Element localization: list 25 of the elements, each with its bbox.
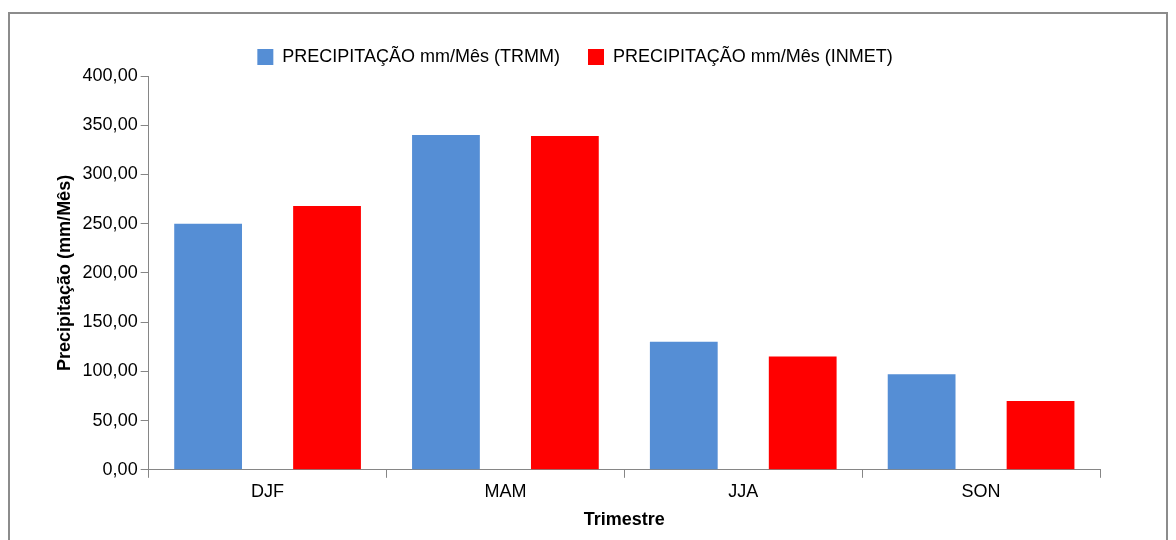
y-tick-label: 300,00: [82, 163, 138, 184]
bar: [530, 136, 599, 470]
legend-label: PRECIPITAÇÃO mm/Mês (TRMM): [282, 44, 560, 66]
x-tick-label: SON: [961, 480, 1001, 501]
y-tick-label: 350,00: [82, 114, 138, 135]
x-axis-title: Trimestre: [583, 509, 665, 530]
bar: [649, 341, 718, 470]
bar: [412, 135, 480, 470]
bar: [887, 374, 956, 470]
x-tick-label: DJF: [251, 480, 285, 501]
y-tick-label: 200,00: [82, 261, 138, 282]
y-tick-label: 250,00: [82, 212, 138, 233]
bar: [174, 223, 243, 470]
y-tick-label: 50,00: [92, 409, 138, 430]
bar: [293, 205, 361, 470]
y-tick-label: 400,00: [82, 64, 138, 85]
x-tick-label: JJA: [728, 480, 759, 501]
y-tick-label: 150,00: [82, 311, 138, 332]
y-tick-label: 100,00: [82, 360, 138, 381]
y-axis-title: Precipitação (mm/Mês): [53, 174, 74, 371]
legend-label: PRECIPITAÇÃO mm/Mês (INMET): [612, 44, 893, 66]
bar: [1006, 400, 1075, 470]
x-tick-label: MAM: [484, 480, 527, 501]
y-tick-label: 0,00: [102, 458, 138, 479]
bar: [768, 356, 837, 470]
